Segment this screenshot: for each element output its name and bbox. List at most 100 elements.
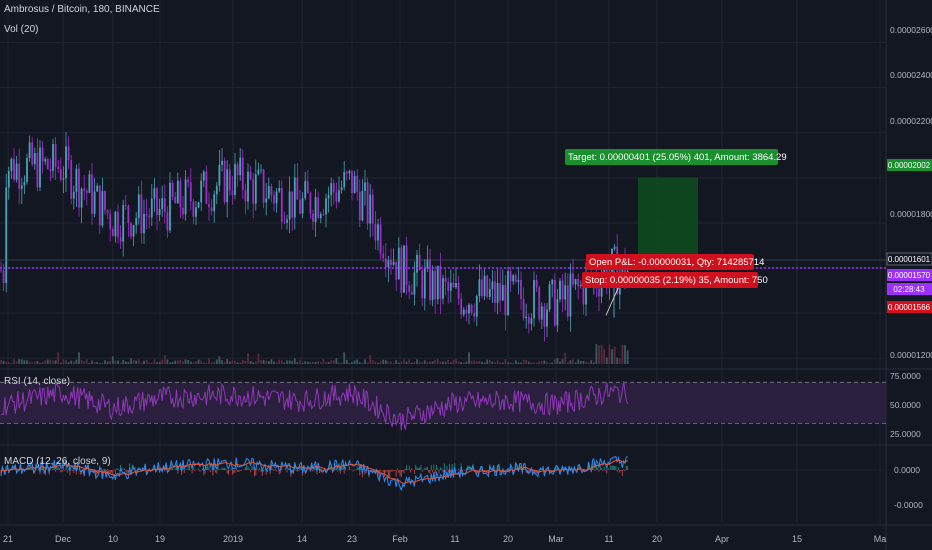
volume-bar — [543, 360, 546, 364]
candle-body — [49, 169, 52, 171]
macd-histogram-bar — [224, 467, 226, 470]
macd-histogram-bar — [246, 464, 248, 470]
volume-bar — [439, 361, 442, 364]
macd-histogram-bar — [92, 470, 94, 473]
candle-body — [416, 254, 418, 273]
price-tick-label: 0.00001800 — [890, 209, 932, 219]
macd-histogram-bar — [476, 470, 478, 475]
volume-bar — [236, 362, 239, 364]
macd-histogram-bar — [543, 470, 545, 475]
volume-bar — [475, 361, 478, 364]
macd-histogram-bar — [120, 464, 122, 470]
macd-histogram-bar — [257, 470, 259, 471]
candle-body — [429, 259, 431, 301]
volume-bar — [182, 361, 184, 364]
macd-histogram-bar — [348, 466, 350, 470]
target-zone[interactable] — [638, 177, 698, 268]
volume-bar — [431, 361, 434, 364]
macd-histogram-bar — [385, 470, 387, 473]
macd-histogram-bar — [519, 465, 521, 470]
date-tick-label: Ma — [874, 534, 887, 544]
candle-body — [114, 211, 117, 237]
volume-bar — [522, 359, 525, 364]
volume-bar — [59, 362, 62, 364]
volume-bar — [54, 360, 57, 364]
macd-histogram-bar — [329, 463, 331, 470]
macd-histogram-bar — [441, 468, 443, 470]
macd-histogram-bar — [164, 470, 166, 472]
macd-histogram-bar — [157, 463, 159, 470]
macd-histogram-bar — [101, 470, 103, 477]
position-labels: Target: 0.00000401 (25.05%) 401, Amount:… — [565, 149, 787, 288]
macd-histogram-bar — [117, 468, 119, 470]
volume-bar — [132, 360, 135, 364]
candle-body — [306, 181, 309, 194]
macd-histogram-bar — [610, 465, 612, 470]
volume-bar — [197, 359, 200, 364]
candle-body — [504, 285, 507, 316]
volume-bar — [449, 362, 452, 364]
volume-bar — [114, 360, 117, 364]
volume-bar — [348, 362, 351, 364]
macd-histogram-bar — [114, 470, 116, 475]
candle-body — [213, 194, 216, 212]
macd-histogram-bar — [278, 470, 280, 475]
volume-bar — [10, 362, 13, 364]
candle-body — [486, 275, 489, 297]
volume-bar — [83, 360, 86, 364]
volume-bar — [72, 361, 75, 364]
date-tick-label: 15 — [792, 534, 802, 544]
volume-bar — [382, 359, 385, 364]
candle-body — [569, 273, 572, 317]
macd-histogram-bar — [204, 470, 206, 474]
volume-bar — [582, 360, 585, 364]
volume-bar — [556, 357, 559, 364]
volume-bar — [241, 359, 244, 364]
volume-bar — [226, 359, 229, 364]
volume-bar — [275, 362, 278, 364]
candle-body — [13, 158, 15, 180]
macd-histogram-bar — [252, 466, 254, 470]
candle-body — [215, 185, 218, 195]
macd-histogram-bar — [394, 470, 396, 472]
volume-bar — [509, 362, 512, 364]
macd-histogram-bar — [255, 470, 257, 476]
volume-bar — [78, 352, 80, 364]
candle-body — [410, 291, 413, 295]
volume-bar — [577, 359, 580, 364]
volume-bar — [551, 362, 554, 364]
price-candles[interactable] — [0, 131, 629, 342]
macd-histogram-bar — [300, 466, 302, 470]
volume-bar — [117, 360, 119, 364]
rsi-pane[interactable] — [0, 381, 886, 431]
volume-bar — [345, 360, 348, 364]
volume-bar — [200, 360, 203, 364]
macd-histogram-bar — [515, 463, 517, 470]
volume-bar — [301, 362, 304, 364]
volume-bar — [392, 362, 395, 364]
macd-tick-label: 0.0000 — [894, 465, 920, 475]
macd-histogram-bar — [620, 470, 622, 471]
candle-body — [33, 153, 36, 165]
macd-histogram-bar — [559, 470, 561, 475]
volume-bar — [377, 362, 379, 364]
macd-histogram-bar — [298, 470, 300, 471]
candle-body — [598, 288, 600, 297]
candle-body — [10, 158, 13, 171]
rsi-tick-label: 25.0000 — [890, 429, 921, 439]
macd-pane[interactable] — [0, 455, 886, 492]
macd-tick-label: -0.0000 — [894, 500, 923, 510]
candle-body — [83, 188, 86, 191]
volume-label: Vol (20) — [4, 24, 39, 35]
macd-histogram-bar — [176, 464, 177, 470]
candle-body — [202, 171, 205, 181]
candle-body — [265, 198, 268, 203]
price-badge — [886, 252, 932, 266]
macd-histogram-bar — [399, 470, 401, 476]
candle-body — [234, 164, 236, 196]
volume-bar — [257, 353, 260, 364]
macd-histogram-bar — [374, 470, 376, 474]
macd-histogram-bar — [615, 466, 617, 470]
candle-body — [52, 143, 54, 171]
